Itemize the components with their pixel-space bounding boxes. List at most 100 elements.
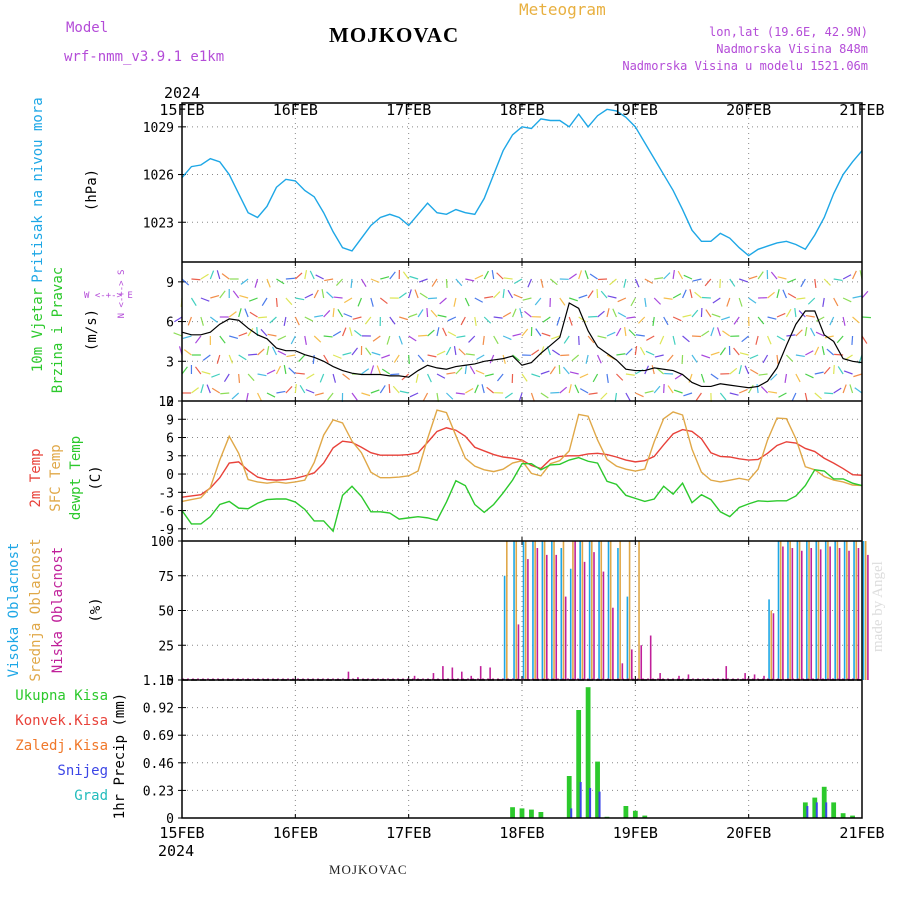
wind-barb xyxy=(626,316,636,319)
y-tick-label: 6 xyxy=(166,432,174,447)
sfc-temp-line xyxy=(181,409,863,503)
wind-barb xyxy=(644,297,647,307)
wind-barb xyxy=(822,297,825,307)
year-label-bottom: 2024 xyxy=(158,842,194,860)
precip-bar-total xyxy=(576,710,582,818)
wind-barb xyxy=(659,335,665,345)
model-value: wrf-nmm_v3.9.1 e1km xyxy=(64,49,225,65)
wind-barb xyxy=(319,373,325,383)
wind-barb xyxy=(568,384,572,394)
wind-barb xyxy=(719,347,726,356)
wind-barb xyxy=(815,316,825,322)
wind-barb xyxy=(624,327,627,337)
wind-barb xyxy=(493,335,499,345)
wind-barb xyxy=(481,384,485,394)
wind-barb xyxy=(502,311,512,318)
wind-barb xyxy=(321,289,325,299)
wind-barb xyxy=(229,335,239,340)
wind-barb xyxy=(306,373,315,380)
wind-barb xyxy=(682,314,692,318)
y-tick-label: 3 xyxy=(166,450,174,465)
wind-barb xyxy=(672,316,682,322)
wind-barb xyxy=(815,331,825,337)
wind-barb xyxy=(216,270,221,280)
wind-barb xyxy=(507,289,514,299)
wind-barb xyxy=(418,334,428,337)
precip-graupel-label: Grad xyxy=(74,788,108,804)
precip-bar-total xyxy=(510,807,515,818)
wind-barb xyxy=(653,385,661,394)
wind-barb xyxy=(332,354,342,359)
wind-barb xyxy=(266,278,271,288)
wind-barb xyxy=(228,311,237,318)
pressure-title: Pritisak na nivou mora xyxy=(30,97,46,282)
wind-barb xyxy=(486,386,495,394)
wind-barb xyxy=(689,289,693,299)
wind-unit: (m/s) xyxy=(84,309,100,351)
dewpt-line xyxy=(181,456,863,533)
wind-barb xyxy=(653,297,662,305)
wind-barb xyxy=(556,316,561,326)
wind-barb xyxy=(464,364,468,375)
wind-barb xyxy=(381,354,390,359)
wind-barb xyxy=(209,270,215,280)
wind-barb xyxy=(238,332,248,337)
wind-barb xyxy=(314,314,324,318)
wind-barb xyxy=(635,334,645,337)
temp-unit: (C) xyxy=(88,465,104,490)
wind-barb xyxy=(361,368,370,375)
wind-barb xyxy=(342,373,351,381)
wind-barb xyxy=(770,373,778,381)
wind-barb xyxy=(833,364,835,375)
wind-barb xyxy=(390,373,400,376)
wind-barb xyxy=(408,335,417,342)
wind-barb xyxy=(502,335,512,341)
wind-barb xyxy=(861,335,868,344)
wind-speed-line xyxy=(181,302,863,389)
wind-barb xyxy=(540,370,550,375)
wind-barb xyxy=(853,373,863,378)
wind-barb xyxy=(805,373,814,379)
wind-barb xyxy=(716,327,721,337)
wind-barb xyxy=(446,392,454,400)
wind-barb xyxy=(267,333,277,337)
wind-barb xyxy=(787,292,797,299)
wind-barb xyxy=(701,354,711,359)
precip-bar-snow xyxy=(815,802,818,818)
x-tick-label-top: 19FEB xyxy=(613,101,658,119)
wind-barb xyxy=(200,273,209,280)
wind-barb xyxy=(332,307,335,318)
wind-barb xyxy=(589,273,598,280)
precip-snow-label: Snijeg xyxy=(57,763,108,779)
wind-barb xyxy=(646,335,655,341)
wind-barb xyxy=(571,354,580,362)
precip-bar-snow xyxy=(579,782,582,818)
wind-barb xyxy=(455,392,465,395)
wind-barb xyxy=(442,327,447,337)
wind-barb xyxy=(496,272,504,280)
y-tick-label: 0.92 xyxy=(143,702,174,717)
y-tick-label: 12 xyxy=(158,395,174,410)
wind-barb xyxy=(651,365,655,375)
model-label: Model xyxy=(66,20,109,36)
wind-barb xyxy=(540,278,544,288)
wind-barb xyxy=(826,348,835,356)
wind-barb xyxy=(795,329,803,337)
wind-barb xyxy=(672,335,676,345)
wind-barb xyxy=(652,316,655,326)
wind-barb xyxy=(483,270,489,280)
wind-barb xyxy=(762,354,769,364)
wind-barb xyxy=(569,371,579,375)
wind-barb xyxy=(513,293,523,299)
wind-barb xyxy=(244,308,249,318)
wind-barb xyxy=(447,331,457,337)
wind-barb xyxy=(389,271,396,280)
wind-barb xyxy=(524,310,532,318)
wind-barb xyxy=(201,370,211,375)
y-tick-label: 25 xyxy=(158,639,174,654)
wind-barb xyxy=(849,384,854,394)
wind-barb xyxy=(814,392,822,400)
wind-barb xyxy=(238,308,242,318)
wind-barb xyxy=(361,392,371,397)
